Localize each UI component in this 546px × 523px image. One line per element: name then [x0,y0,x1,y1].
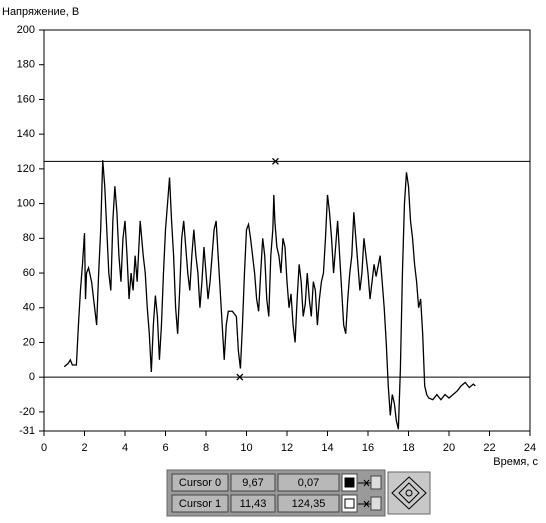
y-tick-label: 140 [17,128,35,140]
y-tick-label: 160 [17,93,35,105]
y-tick-label: -31 [19,425,35,437]
cursor-name-cell [171,494,229,513]
cursor-mover-icon [391,476,427,510]
cursor-y-value-cell [277,473,340,492]
y-tick-label: 100 [17,197,35,209]
cursor-lock[interactable] [370,496,382,511]
cursor-color[interactable] [344,498,355,509]
y-tick-label: 20 [23,336,35,348]
y-axis-label: Напряжение, В [2,6,79,18]
cursor-lock[interactable] [370,475,382,490]
x-tick-label: 0 [41,442,47,454]
x-tick-label: 16 [362,442,374,454]
x-tick-label: 22 [483,442,495,454]
cursor-y-value: 124,35 [292,498,326,510]
cursor-color[interactable] [344,477,355,488]
cursor-marker[interactable] [236,373,244,381]
x-tick-label: 4 [122,442,128,454]
x-tick-label: 20 [443,442,455,454]
y-tick-label: 200 [17,24,35,36]
y-tick-label: 0 [29,371,35,383]
cursor-mover-center [405,489,413,497]
cursor-x-value: 9,67 [242,477,263,489]
x-tick-label: 2 [81,442,87,454]
x-tick-label: 6 [162,442,168,454]
x-tick-label: 24 [524,442,536,454]
y-tick-label: 80 [23,232,35,244]
cursor-y-value: 0,07 [298,477,319,489]
x-tick-label: 18 [402,442,414,454]
plot-frame [43,29,531,432]
y-tick-label: 120 [17,163,35,175]
cursor-name-cell [171,473,229,492]
cursor-name: Cursor 1 [179,498,221,510]
y-tick-label: -20 [19,406,35,418]
y-tick-label: 40 [23,302,35,314]
line-series [63,160,476,430]
cursor-x-value: 11,43 [240,498,267,510]
cursor-x-value-cell [230,473,276,492]
cursor-y-value-cell [277,494,340,513]
cursor-x-value-cell [230,494,276,513]
y-tick-label: 60 [23,267,35,279]
y-tick-label: 180 [17,59,35,71]
x-tick-label: 12 [281,442,293,454]
cursor-name: Cursor 0 [179,477,221,489]
x-axis-label: Время, с [493,456,538,468]
x-tick-label: 10 [240,442,252,454]
cursor-marker[interactable] [271,157,279,165]
cursor-mover[interactable] [387,471,431,515]
x-tick-label: 8 [203,442,209,454]
x-tick-label: 14 [321,442,333,454]
